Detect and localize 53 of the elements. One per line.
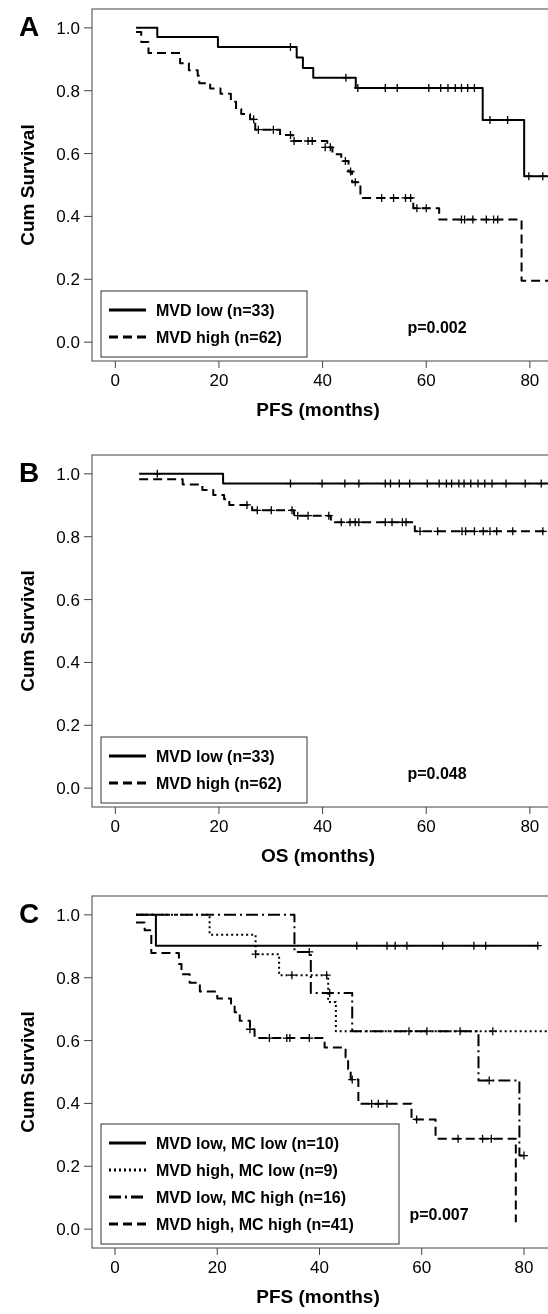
x-tick-label: 40 [313,817,333,836]
y-tick-label: 1.0 [56,464,80,484]
y-tick-label: 0.0 [56,333,80,353]
y-tick-label: 0.2 [56,716,80,736]
y-tick-label: 0.4 [56,207,80,227]
legend-label: MVD high (n=62) [156,774,282,792]
y-tick-label: 0.6 [56,1031,80,1051]
y-axis-title: Cum Survival [17,1011,38,1133]
x-tick-label: 20 [207,1258,227,1277]
legend-label: MVD low (n=33) [156,301,275,319]
y-tick-label: 0.2 [56,1157,80,1177]
y-tick-label: 0.4 [56,1094,80,1114]
x-axis-title: OS (months) [261,845,375,866]
legend-label: MVD low, MC high (n=16) [156,1188,347,1206]
y-tick-label: 1.0 [56,905,80,925]
y-axis-title: Cum Survival [17,124,38,246]
x-tick-label: 60 [416,371,436,390]
y-tick-label: 0.0 [56,1220,80,1240]
y-tick-label: 0.0 [56,779,80,799]
x-tick-label: 40 [310,1258,329,1277]
y-tick-label: 0.8 [56,527,80,547]
x-tick-label: 0 [110,1258,120,1277]
x-tick-label: 0 [110,817,121,836]
y-tick-label: 0.8 [56,968,80,988]
chart-title: C [19,898,40,929]
y-tick-label: 0.8 [56,81,80,101]
x-axis-title: PFS (months) [256,399,380,420]
annotation: p=0.007 [409,1206,469,1223]
chart-title: A [19,11,40,42]
legend-label: MVD high (n=62) [156,328,282,346]
x-tick-label: 20 [209,371,229,390]
y-tick-label: 0.6 [56,590,80,610]
x-tick-label: 80 [520,817,540,836]
legend-label: MVD high, MC low (n=9) [156,1161,338,1179]
legend-label: MVD high, MC high (n=41) [156,1215,354,1233]
x-tick-label: 0 [110,371,121,390]
y-tick-label: 0.4 [56,653,80,673]
chart-title: B [19,457,40,488]
y-tick-label: 1.0 [56,18,80,38]
y-tick-label: 0.2 [56,270,80,290]
annotation: p=0.048 [407,765,467,782]
annotation: p=0.002 [407,319,467,336]
y-axis-title: Cum Survival [17,570,38,692]
x-axis-title: PFS (months) [256,1286,380,1307]
x-tick-label: 80 [514,1258,534,1277]
legend-label: MVD low, MC low (n=10) [156,1134,339,1152]
y-tick-label: 0.6 [56,144,80,164]
x-tick-label: 20 [209,817,229,836]
x-tick-label: 60 [416,817,436,836]
x-tick-label: 60 [412,1258,432,1277]
x-tick-label: 80 [520,371,540,390]
x-tick-label: 40 [313,371,333,390]
legend-label: MVD low (n=33) [156,747,275,765]
